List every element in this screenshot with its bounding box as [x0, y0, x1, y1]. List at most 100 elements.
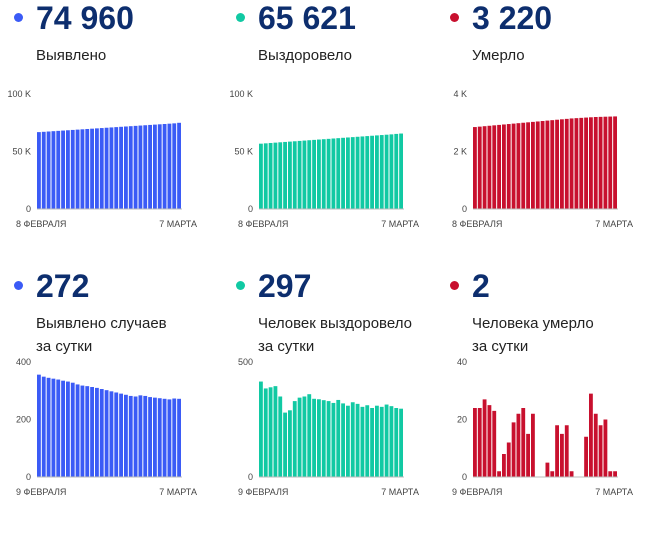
x-end-label: 7 МАРТА	[381, 487, 419, 497]
bar	[148, 124, 152, 209]
bar	[138, 125, 143, 209]
bar	[560, 433, 564, 478]
y-tick-label: 2 K	[453, 147, 467, 157]
stat-number: 3 220	[472, 0, 553, 36]
bar	[502, 454, 506, 477]
bar	[584, 117, 588, 209]
bar	[473, 408, 477, 477]
bar	[61, 380, 65, 477]
stat-number: 297	[258, 268, 312, 304]
bar	[399, 133, 403, 209]
bar	[540, 121, 545, 209]
bar	[355, 136, 360, 209]
bar	[114, 127, 119, 209]
bar	[564, 118, 569, 209]
bar	[288, 410, 292, 477]
bar	[603, 116, 608, 209]
bar	[336, 138, 341, 209]
bar	[560, 119, 564, 209]
bar	[75, 384, 80, 477]
stat-label: Человек выздоровело за сутки	[258, 312, 412, 358]
bar	[521, 408, 526, 477]
stat-number: 272	[36, 268, 90, 304]
y-tick-label: 0	[248, 204, 253, 214]
stat-label-line: Выявлено	[36, 47, 107, 64]
y-tick-label: 200	[16, 415, 31, 425]
x-start-label: 8 ФЕВРАЛЯ	[238, 219, 288, 229]
bar	[128, 395, 133, 477]
bar	[613, 471, 617, 477]
bar	[389, 134, 394, 209]
panel-detected-total: 74 960 Выявлено 100 K 50 K 0 8 ФЕВРАЛЯ 7 МАРТА	[0, 0, 215, 268]
bar	[114, 392, 119, 477]
bar	[177, 398, 181, 477]
stat-label-line: за сутки	[36, 338, 93, 355]
bar	[603, 419, 608, 477]
bar	[497, 471, 501, 477]
bar	[292, 401, 297, 477]
x-start-label: 9 ФЕВРАЛЯ	[16, 487, 66, 497]
x-end-label: 7 МАРТА	[159, 487, 197, 497]
bar	[531, 413, 535, 477]
bar	[172, 123, 177, 209]
bar	[477, 408, 482, 477]
bar	[297, 397, 302, 477]
stat-label-line: Человека умерло	[472, 315, 594, 332]
bar	[124, 126, 128, 209]
panel-detected-daily: 272 Выявлено случаев за сутки 400 200 0 9 ФЕВР…	[0, 268, 215, 536]
x-start-label: 9 ФЕВРАЛЯ	[452, 487, 502, 497]
bar	[379, 406, 384, 477]
bar	[157, 398, 162, 477]
bar	[46, 377, 51, 477]
y-tick-label: 400	[16, 357, 31, 367]
bar	[350, 402, 355, 477]
bar	[317, 139, 321, 209]
bar	[350, 137, 355, 210]
stat-label: Выздоровело	[258, 44, 352, 67]
bar	[307, 140, 312, 209]
x-end-label: 7 МАРТА	[595, 487, 633, 497]
x-end-label: 7 МАРТА	[595, 219, 633, 229]
bar	[278, 142, 283, 209]
bar	[506, 124, 511, 209]
bar	[511, 123, 516, 209]
bar	[365, 405, 370, 477]
stat-label: Человека умерло за сутки	[472, 312, 594, 358]
bar	[66, 381, 70, 477]
bar	[41, 131, 46, 209]
bar	[37, 132, 41, 209]
bar	[124, 394, 128, 477]
bar	[365, 136, 370, 209]
bar	[41, 376, 46, 477]
bar	[521, 122, 526, 209]
bar	[70, 129, 75, 209]
bar	[569, 118, 574, 209]
bar	[70, 382, 75, 477]
bar	[608, 471, 613, 477]
bar	[473, 127, 477, 209]
legend-dot	[450, 13, 459, 22]
y-tick-label: 100 K	[7, 89, 31, 99]
bar	[80, 129, 85, 209]
y-tick-label: 50 K	[234, 147, 253, 157]
bar	[109, 127, 114, 209]
bar	[90, 128, 94, 209]
bar	[598, 425, 603, 477]
bar	[482, 399, 487, 478]
bar	[143, 125, 148, 209]
legend-dot	[450, 281, 459, 290]
bar	[312, 139, 316, 209]
bar	[143, 395, 148, 477]
bar	[263, 388, 268, 477]
bar	[379, 135, 384, 209]
bar	[375, 135, 379, 209]
bar	[317, 399, 321, 477]
bar	[312, 398, 316, 477]
y-tick-label: 500	[238, 357, 253, 367]
bar	[492, 410, 497, 478]
bar	[487, 125, 492, 209]
bar	[157, 124, 162, 209]
bar	[516, 413, 521, 477]
bar	[555, 119, 559, 209]
bar	[307, 394, 312, 477]
